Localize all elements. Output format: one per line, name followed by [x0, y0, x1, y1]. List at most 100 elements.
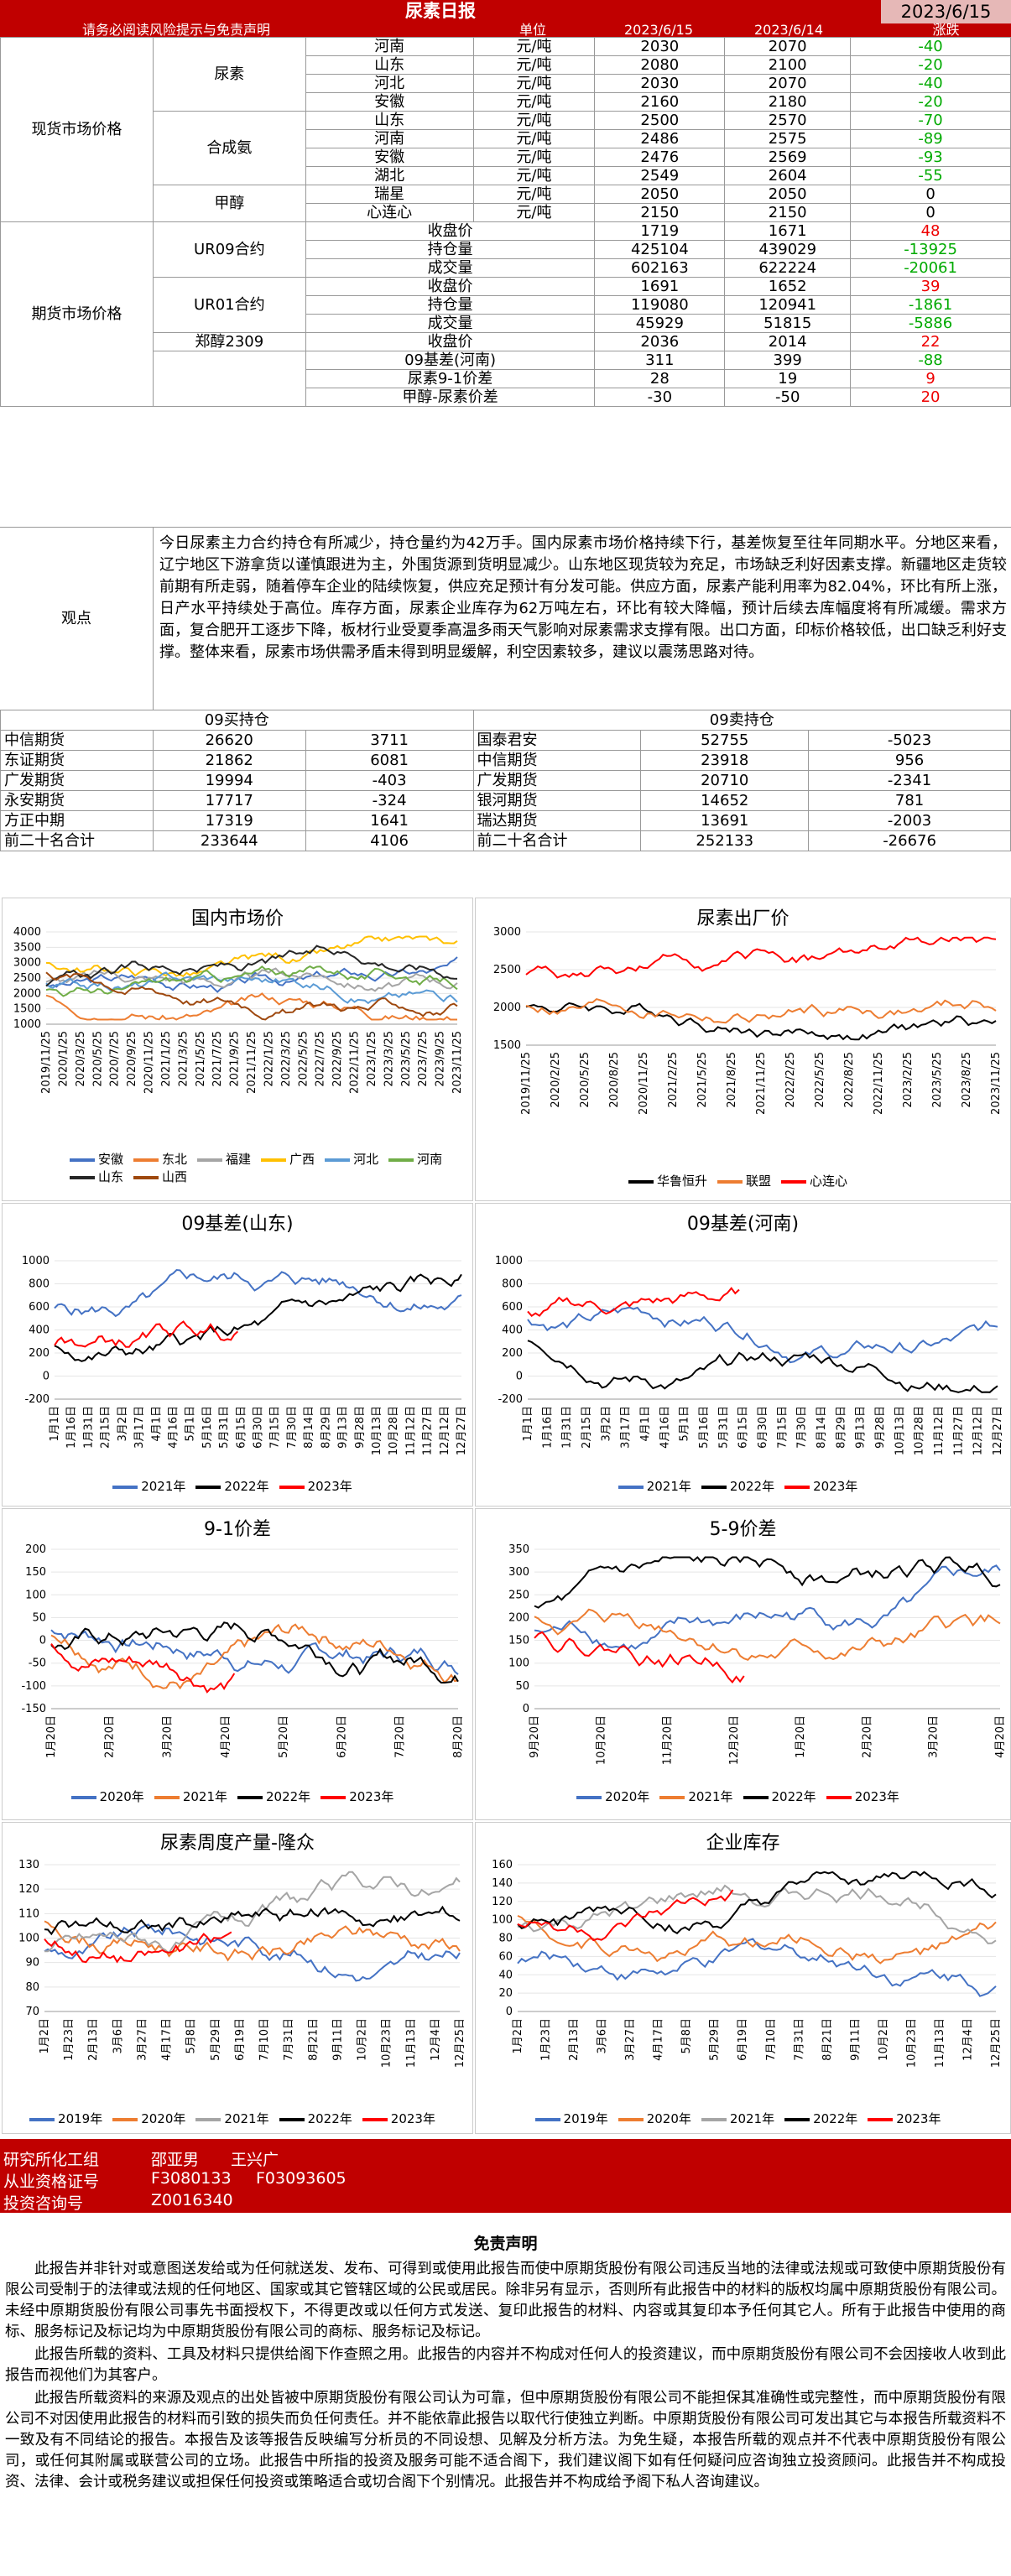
- sell-broker: 广发期货: [472, 770, 642, 791]
- x-tick-label: 2019/11/25: [520, 1052, 533, 1115]
- x-tick-label: 3月20日: [928, 1715, 941, 1758]
- series-line: [54, 1273, 462, 1362]
- futures-row: 甲醇-尿素价差 -30 -50 20: [1, 388, 1011, 407]
- x-tick-label: 4月20日: [994, 1715, 1007, 1758]
- legend-item: 福建: [197, 1150, 251, 1168]
- y-tick-label: 50: [32, 1611, 46, 1624]
- unit: 元/吨: [472, 185, 596, 204]
- y-tick-label: 3000: [13, 957, 41, 970]
- legend-swatch: [743, 1795, 769, 1799]
- value-prev: 2569: [724, 148, 852, 167]
- legend-label: 华鲁恒升: [656, 1174, 707, 1189]
- legend-label: 2022年: [771, 1789, 816, 1804]
- x-tick-label: 12月27日: [992, 1406, 1004, 1455]
- series-line: [50, 1629, 459, 1675]
- buy-broker: 东证期货: [0, 750, 154, 771]
- x-tick-label: 2022/8/25: [843, 1052, 856, 1108]
- y-tick-label: 100: [18, 1933, 39, 1945]
- sell-volume: 20710: [640, 770, 810, 791]
- legend-label: 2022年: [729, 1479, 775, 1494]
- spot-row: 合成氨 山东 元/吨 2500 2570 -70: [1, 111, 1011, 185]
- spot-row: 湖北 元/吨 2549 2604 -55: [1, 166, 1011, 185]
- x-tick-label: 2020/8/25: [608, 1052, 621, 1108]
- y-tick-label: 250: [508, 1589, 529, 1601]
- x-tick-label: 2021/5/25: [696, 1052, 709, 1108]
- y-tick-label: 110: [18, 1907, 39, 1920]
- legend-item: 2023年: [279, 1477, 352, 1495]
- x-tick-label: 12月4日: [430, 2018, 442, 2061]
- spot-row: 现货市场价格 尿素 河南 元/吨 2030 2070 -40: [0, 37, 1011, 222]
- x-tick-label: 2022/11/25: [349, 1031, 362, 1094]
- series-line: [44, 1923, 461, 1982]
- series-line: [517, 1938, 997, 1997]
- x-tick-label: 3月17日: [620, 1406, 633, 1449]
- value-prev: 51815: [724, 314, 852, 333]
- x-tick-label: 2月20日: [103, 1715, 116, 1758]
- observation-label: 观点: [0, 528, 154, 710]
- footer-inv: Z0016340: [151, 2191, 233, 2209]
- metric-name: 09基差(河南): [305, 351, 596, 370]
- x-tick-label: 6月15日: [737, 1406, 750, 1449]
- x-tick-label: 9月28日: [874, 1406, 887, 1449]
- series-line: [45, 967, 458, 992]
- x-tick-label: 5月8日: [680, 2018, 693, 2054]
- unit: 元/吨: [472, 148, 596, 167]
- futures-row: 09基差(河南) 311 399 -88: [1, 351, 1011, 407]
- report-date: 2023/6/15: [881, 0, 1011, 23]
- metric-name: 成交量: [305, 258, 596, 278]
- x-tick-label: 2022/5/25: [814, 1052, 826, 1108]
- x-tick-label: 4月16日: [659, 1406, 671, 1449]
- legend-swatch: [868, 2117, 894, 2121]
- value-prev: 19: [724, 369, 852, 388]
- legend-swatch: [195, 1485, 221, 1489]
- value-prev: 1671: [724, 221, 852, 241]
- x-tick-label: 2022/11/25: [873, 1052, 885, 1115]
- spot-group-label: 尿素: [152, 37, 306, 112]
- x-tick-label: 2020/7/25: [109, 1031, 122, 1087]
- futures-row: 成交量 45929 51815 -5886: [1, 314, 1011, 333]
- x-tick-label: 11月20日: [662, 1715, 675, 1765]
- unit: 元/吨: [472, 37, 596, 56]
- series-line: [54, 1320, 238, 1348]
- change-value: -5886: [850, 314, 1011, 333]
- series-line: [50, 1643, 236, 1694]
- series-line: [525, 1002, 997, 1041]
- position-row: 中信期货 26620 3711 国泰君安 52755 -5023: [0, 730, 1011, 751]
- x-tick-label: 9月13日: [855, 1406, 868, 1449]
- y-tick-label: 40: [498, 1969, 513, 1981]
- change-value: -88: [850, 351, 1011, 370]
- x-tick-label: 7月30日: [286, 1406, 299, 1449]
- legend-item: 2023年: [784, 1477, 857, 1495]
- legend-item: 2022年: [743, 1788, 816, 1805]
- chart-inventory: 企业库存 160 140 120 100 80 60 40 20 0 1月2日 1月23日 2月13日…: [475, 1822, 1011, 2134]
- report-title: 尿素日报: [405, 1, 476, 21]
- x-tick-label: 3月2日: [600, 1406, 612, 1442]
- x-tick-label: 12月20日: [728, 1715, 741, 1765]
- series-line: [525, 936, 997, 979]
- x-tick-label: 1月20日: [795, 1715, 807, 1758]
- sell-change: -26676: [808, 830, 1011, 851]
- series-line: [534, 1564, 1001, 1651]
- x-tick-label: 10月23日: [905, 2018, 918, 2068]
- y-tick-label: 200: [29, 1347, 50, 1360]
- change-value: 39: [850, 277, 1011, 296]
- sell-broker: 银河期货: [472, 790, 642, 811]
- legend-label: 2023年: [349, 1789, 394, 1804]
- legend-item: 2021年: [112, 1477, 185, 1495]
- value-today: 311: [594, 351, 726, 370]
- series-line: [517, 1914, 997, 1965]
- x-tick-label: 11月27日: [952, 1406, 965, 1455]
- y-tick-label: 90: [25, 1957, 39, 1970]
- buy-change: 4106: [305, 830, 474, 851]
- x-tick-label: 1月31日: [82, 1406, 95, 1449]
- legend-swatch: [154, 1795, 180, 1799]
- value-prev: 120941: [724, 295, 852, 315]
- legend-label: 2019年: [58, 2111, 103, 2126]
- x-tick-label: 10月28日: [388, 1406, 400, 1455]
- x-tick-label: 1月1日: [49, 1406, 61, 1442]
- metric-name: 收盘价: [305, 221, 596, 241]
- y-tick-label: -200: [498, 1393, 523, 1406]
- x-tick-label: 10月2日: [357, 2018, 369, 2061]
- chart-title: 9-1价差: [204, 1519, 271, 1540]
- series-line: [517, 1889, 734, 1942]
